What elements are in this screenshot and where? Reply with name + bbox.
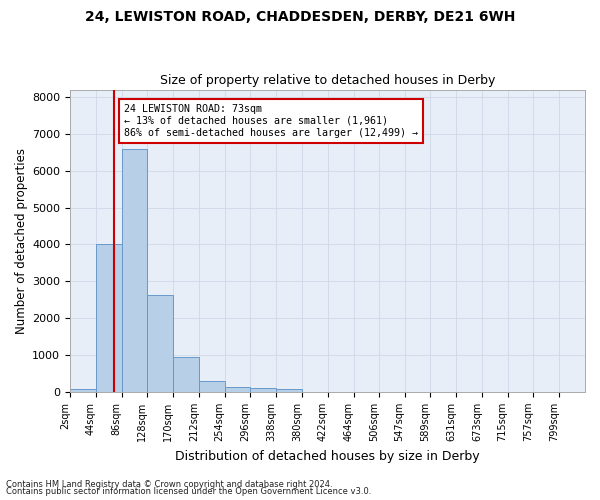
Text: 24 LEWISTON ROAD: 73sqm
← 13% of detached houses are smaller (1,961)
86% of semi: 24 LEWISTON ROAD: 73sqm ← 13% of detache… [124,104,418,138]
Bar [122,148,148,392]
Bar [70,389,96,392]
Bar [224,387,250,392]
Bar [250,388,276,392]
Bar [199,381,224,392]
Bar [276,389,302,392]
Y-axis label: Number of detached properties: Number of detached properties [15,148,28,334]
X-axis label: Distribution of detached houses by size in Derby: Distribution of detached houses by size … [175,450,480,462]
Text: Contains public sector information licensed under the Open Government Licence v3: Contains public sector information licen… [6,487,371,496]
Bar [148,296,173,392]
Bar [96,244,122,392]
Text: Contains HM Land Registry data © Crown copyright and database right 2024.: Contains HM Land Registry data © Crown c… [6,480,332,489]
Bar [173,356,199,392]
Title: Size of property relative to detached houses in Derby: Size of property relative to detached ho… [160,74,495,87]
Text: 24, LEWISTON ROAD, CHADDESDEN, DERBY, DE21 6WH: 24, LEWISTON ROAD, CHADDESDEN, DERBY, DE… [85,10,515,24]
